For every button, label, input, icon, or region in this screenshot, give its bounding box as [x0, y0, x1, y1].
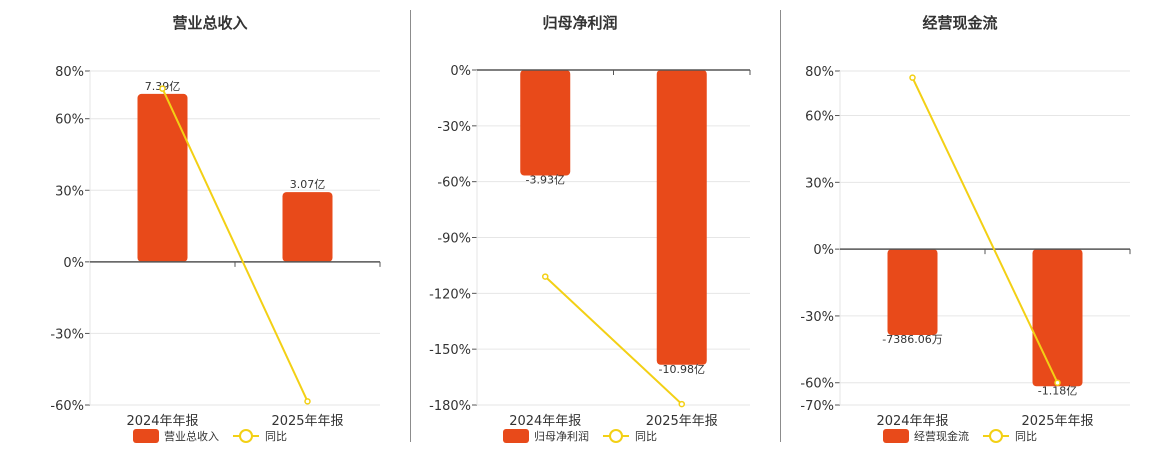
legend-line-label: 同比 [635, 430, 657, 443]
legend-bar-swatch [883, 429, 909, 443]
y-tick-label: -30% [800, 310, 834, 325]
y-tick-label: 0% [450, 64, 471, 79]
yoy-point [304, 398, 311, 405]
chart-panel-cash-flow: 经营现金流 80% 60% 30% 0% -30% -60% -70% -7386.06万 -1.… [774, 0, 1160, 450]
yoy-line [911, 77, 1059, 384]
bar [282, 192, 333, 262]
yoy-point [678, 400, 685, 408]
cash-flow-chart-svg: 经营现金流 80% 60% 30% 0% -30% -60% -70% -7386.06万 -1.… [800, 14, 1131, 443]
y-tick-label: -180% [429, 399, 471, 414]
panel-divider [410, 10, 411, 442]
yoy-point [159, 85, 166, 92]
y-tick-label: -60% [50, 399, 84, 414]
y-tick-label: -60% [437, 176, 471, 191]
y-tick-label: -30% [437, 120, 471, 135]
chart-title: 经营现金流 [922, 14, 997, 32]
bar [1032, 249, 1083, 387]
y-tick-label: 30% [805, 176, 834, 191]
y-tick-label: 80% [805, 65, 834, 80]
data-label: -10.98亿 [659, 363, 705, 376]
yoy-line [544, 275, 683, 405]
y-tick-label: 60% [55, 113, 84, 128]
legend-bar-swatch [133, 429, 159, 443]
chart-panel-revenue: 营业总收入80%60%30%0%-30%-60%7.39亿3.07亿2024年年… [0, 0, 386, 450]
y-tick-label: -60% [800, 377, 834, 392]
y-tick-label: -90% [437, 232, 471, 247]
y-tick-label: 80% [55, 65, 84, 80]
data-label: -3.93亿 [526, 174, 565, 187]
y-tick-label: -70% [800, 399, 834, 414]
x-tick-label: 2025年年报 [646, 414, 718, 429]
legend-line-marker [239, 429, 253, 443]
legend-bar-label: 营业总收入 [164, 429, 219, 443]
chart-title: 归母净利润 [542, 14, 617, 32]
chart-panel-net-profit: 归母净利润 0% -30% -60% -90% -120% -150% -180% -3.93亿… [387, 0, 773, 450]
legend-bar-swatch [503, 429, 529, 443]
bar [887, 249, 938, 335]
legend-bar-label: 经营现金流 [914, 429, 969, 443]
data-label: 3.07亿 [290, 178, 326, 191]
x-tick-label: 2025年年报 [271, 414, 343, 429]
y-tick-label: -120% [429, 287, 471, 302]
y-tick-label: -150% [429, 343, 471, 358]
chart-title: 营业总收入 [172, 14, 247, 32]
y-tick-label: -30% [50, 327, 84, 342]
x-tick-label: 2024年年报 [509, 414, 581, 429]
legend-line-label: 同比 [1015, 430, 1037, 443]
data-label: -7386.06万 [882, 333, 942, 346]
y-tick-label: 60% [805, 110, 834, 125]
bar [656, 70, 707, 365]
legend-line-marker [989, 429, 1003, 443]
x-tick-label: 2024年年报 [126, 414, 198, 429]
x-tick-label: 2025年年报 [1021, 414, 1093, 429]
panel-divider [780, 10, 781, 442]
revenue-chart-svg: 营业总收入80%60%30%0%-30%-60%7.39亿3.07亿2024年年… [50, 14, 381, 443]
data-label: -1.18亿 [1038, 384, 1077, 397]
bar [520, 70, 571, 176]
yoy-point [1054, 379, 1061, 386]
net-profit-chart-svg: 归母净利润 0% -30% -60% -90% -120% -150% -180% -3.93亿… [429, 14, 751, 443]
yoy-point [909, 74, 916, 81]
yoy-line [161, 88, 309, 402]
legend-line-label: 同比 [265, 430, 287, 443]
bar [137, 93, 188, 262]
y-tick-label: 0% [63, 256, 84, 271]
x-tick-label: 2024年年报 [876, 414, 948, 429]
legend-line-marker [609, 429, 623, 443]
y-tick-label: 30% [55, 184, 84, 199]
y-tick-label: 0% [813, 243, 834, 258]
yoy-point [542, 273, 549, 280]
legend-bar-label: 归母净利润 [534, 429, 589, 443]
